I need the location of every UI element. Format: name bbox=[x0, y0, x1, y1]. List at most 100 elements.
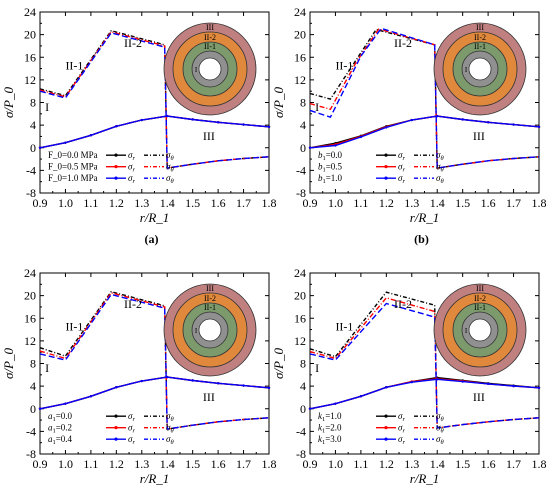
region-label-II-2: II-2 bbox=[394, 36, 412, 50]
series-sigma-r-line bbox=[39, 115, 270, 149]
x-tick-label: 1.3 bbox=[404, 196, 419, 210]
y-tick-label: -4 bbox=[296, 163, 306, 177]
region-label-II-2: II-2 bbox=[394, 297, 412, 311]
ring-label-III: III bbox=[476, 284, 484, 293]
legend-sigma-theta-label: σθ bbox=[436, 173, 444, 185]
series-sigma-r-line bbox=[39, 376, 270, 410]
legend-sigma-theta-label: σθ bbox=[166, 423, 174, 435]
series-sigma-theta-line bbox=[309, 302, 540, 429]
y-tick-label: -8 bbox=[296, 186, 306, 200]
legend-sigma-r-label: σr bbox=[128, 150, 135, 162]
x-tick-label: 1.8 bbox=[262, 457, 277, 471]
region-label-II-1: II-1 bbox=[65, 59, 83, 73]
series-sigma-r-line bbox=[39, 376, 270, 410]
series-sigma-r-line bbox=[39, 376, 270, 410]
y-tick-label: 12 bbox=[24, 73, 36, 87]
series-sigma-r-line bbox=[309, 376, 540, 410]
x-tick-label: 1.4 bbox=[160, 196, 175, 210]
ring-label-II-2: II-2 bbox=[204, 294, 216, 303]
series-sigma-r-point bbox=[385, 386, 388, 389]
x-tick-label: 1.5 bbox=[185, 457, 200, 471]
region-label-III: III bbox=[203, 390, 215, 404]
legend-sigma-r-label: σr bbox=[398, 173, 405, 185]
x-tick-label: 1.1 bbox=[353, 196, 368, 210]
panel-tag: (a) bbox=[145, 232, 159, 246]
series-sigma-r-point bbox=[64, 402, 67, 405]
legend-sigma-theta-label: σθ bbox=[166, 162, 174, 174]
y-tick-label: 16 bbox=[294, 311, 306, 325]
y-tick-label: 8 bbox=[30, 357, 36, 371]
x-tick-label: 1.6 bbox=[211, 196, 226, 210]
x-tick-label: 1.2 bbox=[109, 196, 124, 210]
series-sigma-r-point bbox=[486, 382, 490, 386]
ring-label-I: I bbox=[195, 66, 198, 74]
x-tick-label: 0.9 bbox=[33, 196, 48, 210]
legend-param-label: k1=2.0 bbox=[318, 423, 342, 435]
legend-sigma-r-marker bbox=[114, 176, 118, 180]
x-tick-label: 1.3 bbox=[134, 457, 149, 471]
legend-sigma-r-marker bbox=[384, 165, 388, 169]
legend-param-label: k1=1.0 bbox=[318, 411, 342, 423]
legend-sigma-theta-label: σθ bbox=[436, 423, 444, 435]
x-tick-label: 1.0 bbox=[328, 457, 343, 471]
region-label-I: I bbox=[45, 361, 49, 375]
series-sigma-r-point bbox=[436, 114, 439, 118]
y-axis-label: σ/P_0 bbox=[271, 348, 286, 379]
region-label-III: III bbox=[203, 129, 215, 143]
x-tick-label: 1.3 bbox=[134, 196, 149, 210]
x-tick-label: 0.9 bbox=[33, 457, 48, 471]
y-tick-label: 0 bbox=[30, 141, 36, 155]
ring-label-III: III bbox=[476, 23, 484, 32]
region-label-I: I bbox=[315, 361, 319, 375]
ring-label-II-1: II-1 bbox=[204, 303, 216, 312]
series-sigma-r-point bbox=[308, 407, 312, 410]
x-tick-label: 1.6 bbox=[481, 457, 496, 471]
series-sigma-r-point bbox=[64, 141, 67, 144]
x-tick-label: 0.9 bbox=[303, 457, 318, 471]
x-tick-label: 1.0 bbox=[328, 196, 343, 210]
y-tick-label: 24 bbox=[294, 266, 306, 280]
series-sigma-r-point bbox=[461, 118, 464, 121]
series-sigma-r-point bbox=[410, 118, 413, 122]
legend-sigma-r-label: σr bbox=[128, 423, 135, 435]
y-tick-label: 0 bbox=[300, 402, 306, 416]
series-sigma-r-point bbox=[115, 125, 118, 128]
region-label-I: I bbox=[45, 100, 49, 114]
legend-sigma-r-label: σr bbox=[398, 434, 405, 446]
region-label-II-2: II-2 bbox=[124, 36, 142, 50]
series-sigma-r-point bbox=[166, 375, 169, 379]
x-tick-label: 1.8 bbox=[262, 196, 277, 210]
legend-param-label: b1=1.0 bbox=[318, 173, 343, 185]
y-tick-label: 4 bbox=[300, 379, 306, 393]
legend-param-label: F_0=1.0 MPa bbox=[48, 173, 98, 183]
x-tick-label: 1.5 bbox=[455, 457, 470, 471]
legend-sigma-r-label: σr bbox=[398, 423, 405, 435]
legend-param-label: a1=0.0 bbox=[48, 411, 73, 423]
ring-label-I: I bbox=[195, 327, 198, 335]
x-tick-label: 1.5 bbox=[185, 196, 200, 210]
y-tick-label: -4 bbox=[26, 163, 36, 177]
legend-sigma-r-marker bbox=[114, 437, 118, 441]
ring-layer-4 bbox=[468, 318, 492, 342]
legend-sigma-theta-label: σθ bbox=[166, 173, 174, 185]
y-tick-label: 16 bbox=[24, 311, 36, 325]
ring-label-III: III bbox=[206, 23, 214, 32]
legend-sigma-r-marker bbox=[114, 414, 118, 418]
series-sigma-r-point bbox=[267, 386, 271, 390]
x-tick-label: 1.7 bbox=[506, 457, 521, 471]
series-sigma-r-point bbox=[486, 121, 490, 124]
y-tick-label: 16 bbox=[24, 50, 36, 64]
series-sigma-r-point bbox=[359, 395, 363, 398]
series-sigma-r-point bbox=[308, 146, 312, 149]
series-sigma-r-point bbox=[38, 146, 42, 149]
x-tick-label: 1.8 bbox=[532, 457, 547, 471]
series-sigma-r-point bbox=[115, 386, 118, 389]
legend-sigma-r-label: σr bbox=[128, 162, 135, 174]
x-tick-label: 0.9 bbox=[303, 196, 318, 210]
legend-param-label: b1=0.0 bbox=[318, 150, 343, 162]
x-tick-label: 1.7 bbox=[506, 196, 521, 210]
series-sigma-r-point bbox=[385, 126, 388, 129]
ring-layer-4 bbox=[198, 57, 222, 81]
series-sigma-r-point bbox=[334, 144, 337, 147]
series-sigma-r-point bbox=[216, 121, 220, 124]
